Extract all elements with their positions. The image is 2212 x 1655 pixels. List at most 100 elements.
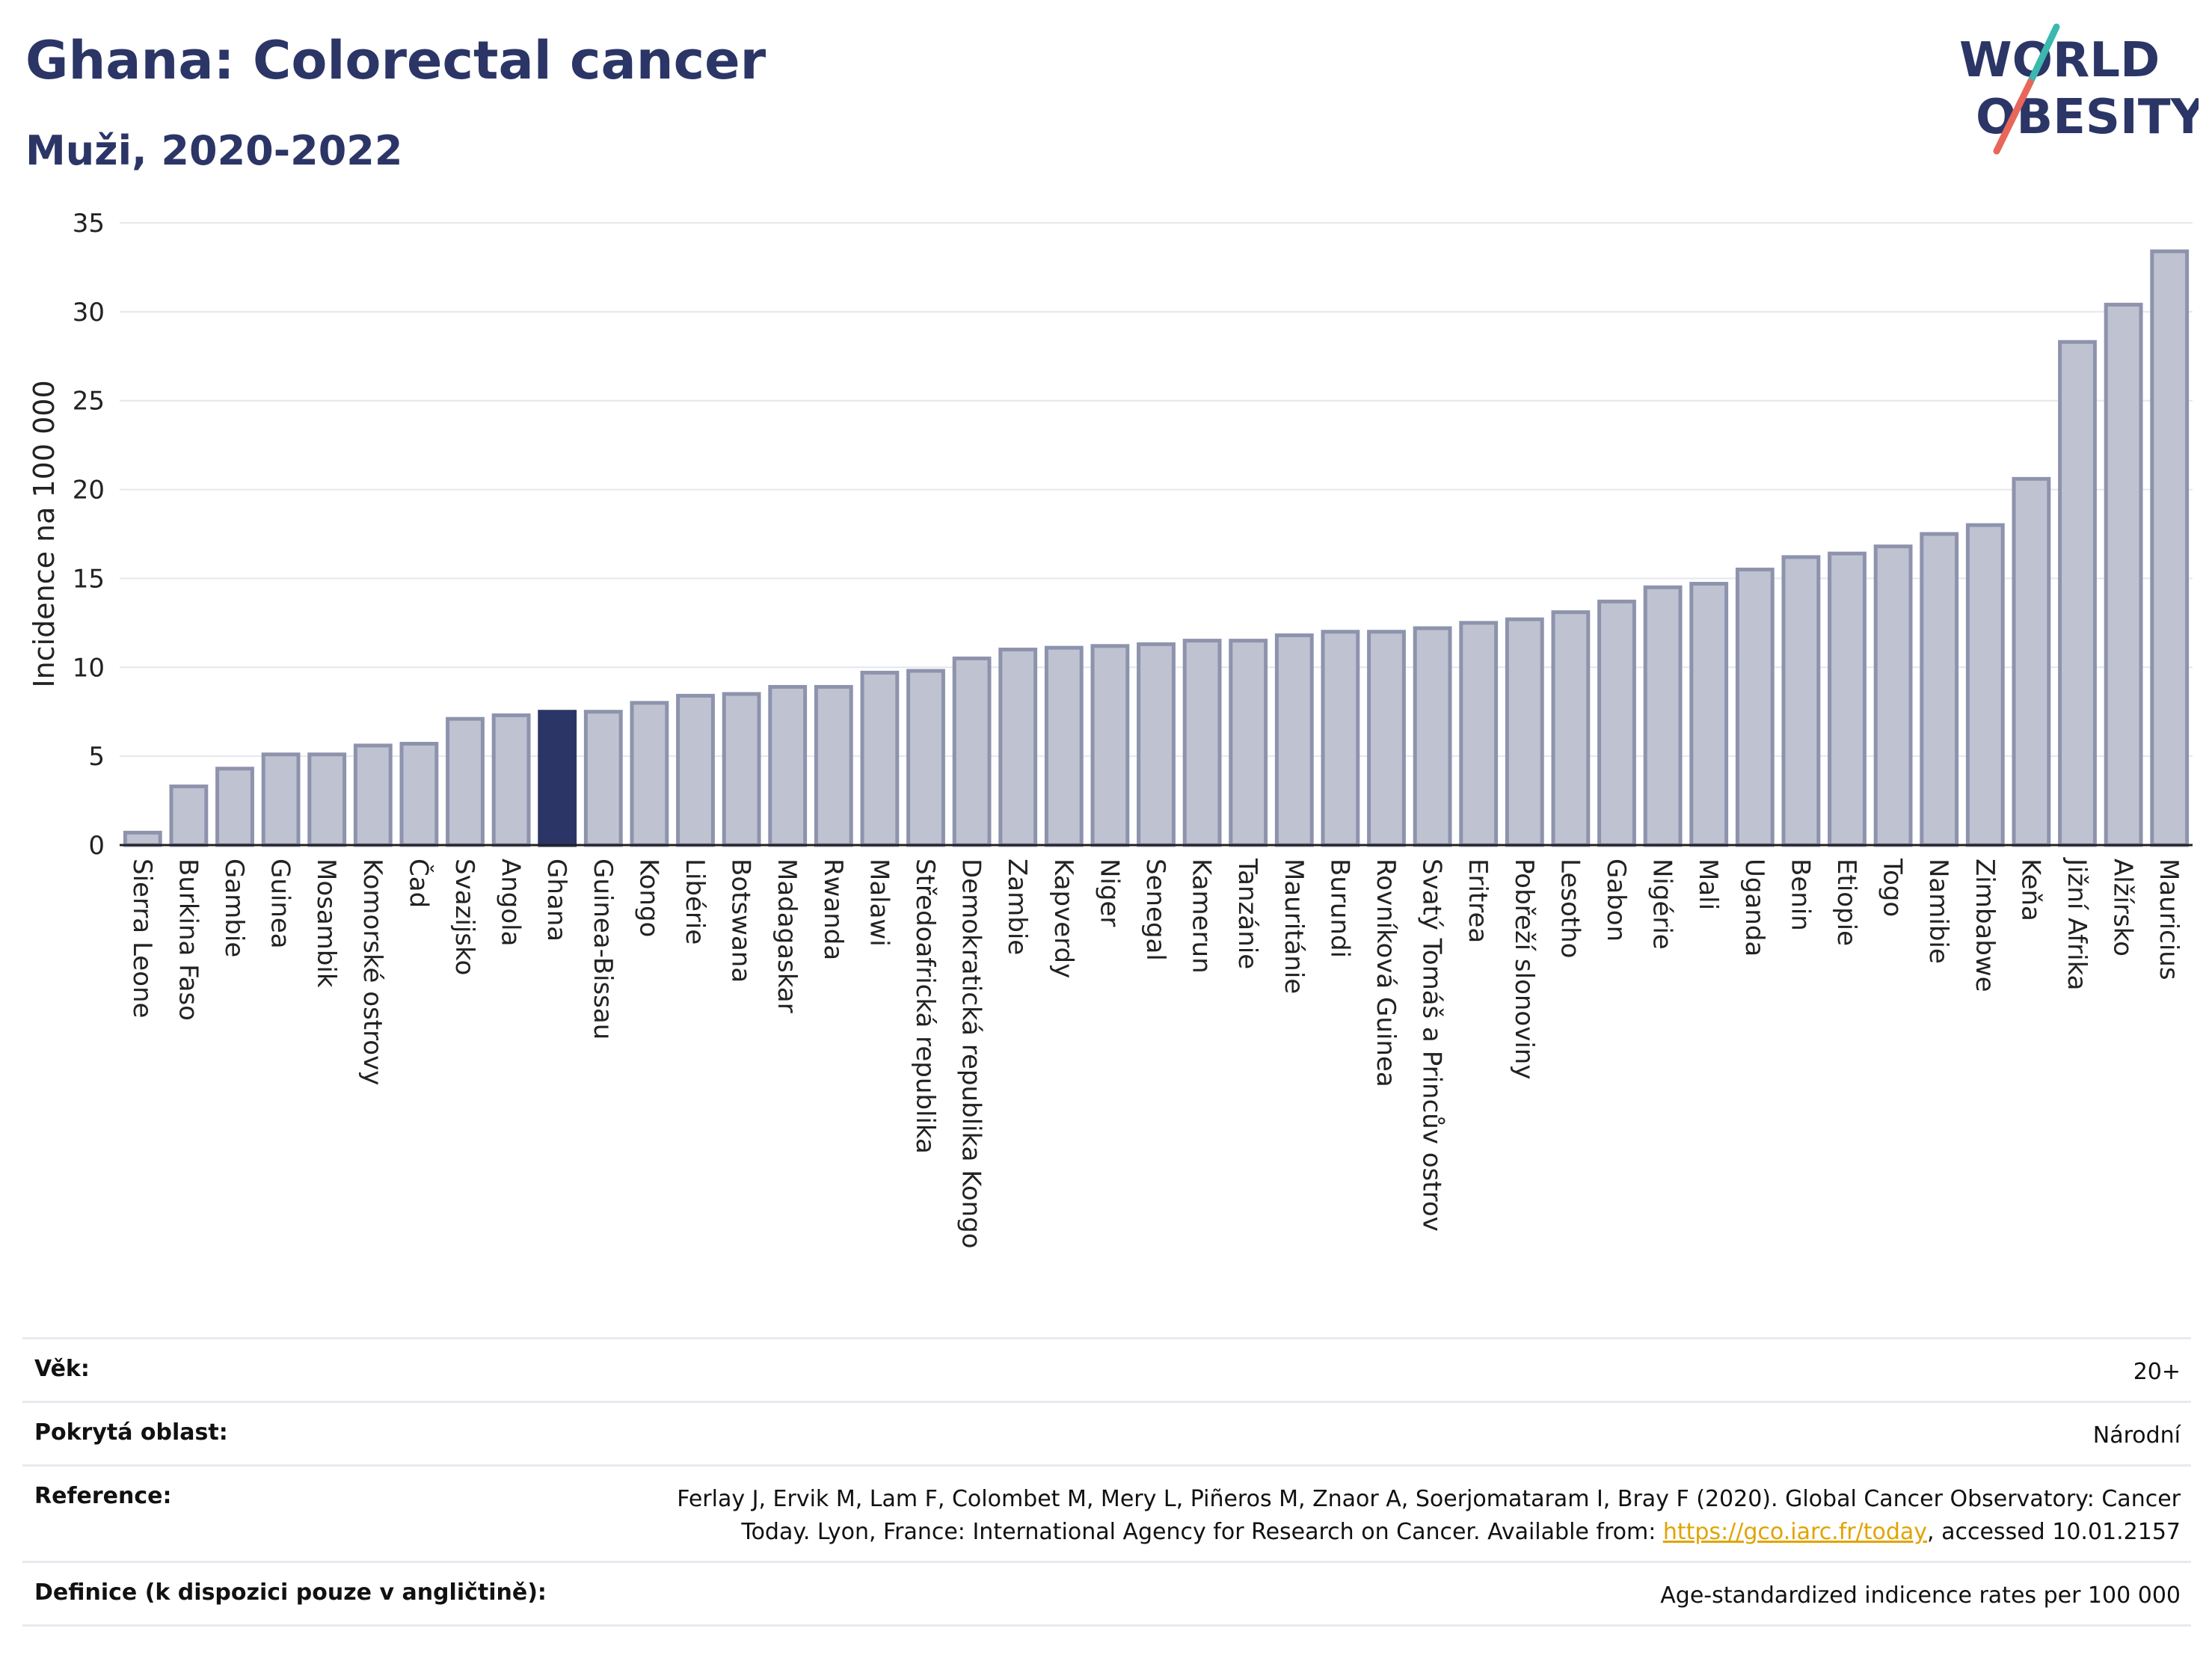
y-tick-label: 20 (73, 476, 105, 506)
info-row-reference: Reference: Ferlay J, Ervik M, Lam F, Col… (22, 1464, 2191, 1561)
info-label-reference: Reference: (34, 1483, 172, 1509)
reference-link[interactable]: https://gco.iarc.fr/today (1662, 1519, 1928, 1545)
x-tick-label: Etiopie (1831, 859, 1861, 946)
bar-etiopie (1828, 551, 1867, 847)
x-tick-label: Alžírsko (2108, 859, 2138, 957)
bar-čad (399, 742, 439, 847)
x-tick-label: Mauricius (2154, 859, 2184, 980)
bar-libérie (676, 693, 715, 847)
logo-line1: WORLD (1959, 33, 2160, 88)
x-tick-label: Burundi (1324, 859, 1354, 958)
x-tick-label: Senegal (1140, 859, 1170, 961)
x-tick-label: Zambie (1002, 859, 1032, 955)
x-tick-label: Tanzánie (1232, 858, 1262, 969)
bar-uganda (1735, 568, 1775, 847)
reference-line2-pre: Today. Lyon, France: International Agenc… (741, 1519, 1663, 1545)
bar-senegal (1137, 642, 1176, 847)
bar-mali (1689, 582, 1729, 847)
bar-gambie (215, 767, 254, 847)
x-tick-label: Rovníková Guinea (1371, 859, 1401, 1087)
x-tick-label: Jižní Afrika (2062, 857, 2092, 991)
x-tick-label: Gambie (219, 859, 249, 957)
bars (123, 249, 2190, 847)
bar-pobřeží-slonoviny (1505, 617, 1544, 847)
y-tick-label: 5 (88, 742, 105, 772)
x-tick-label: Niger (1094, 859, 1124, 927)
info-value-coverage: Národní (2092, 1422, 2181, 1449)
page-title: Ghana: Colorectal cancer (25, 30, 766, 91)
bar-zimbabwe (1965, 523, 2005, 847)
bar-keňa (2012, 476, 2051, 847)
bar-eritrea (1459, 621, 1499, 847)
x-tick-label: Kongo (633, 859, 663, 937)
y-tick-label: 15 (73, 564, 105, 594)
bar-svazijsko (446, 716, 485, 847)
bar-komorské-ostrovy (353, 743, 393, 847)
bar-benin (1781, 555, 1821, 847)
x-tick-label: Gabon (1601, 859, 1631, 942)
bar-středoafrická-republika (906, 669, 945, 847)
page-subtitle: Muži, 2020-2022 (25, 127, 403, 174)
bar-jižní-afrika (2058, 340, 2097, 847)
bar-guinea (261, 752, 301, 847)
bar-burundi (1321, 630, 1360, 847)
x-tick-label: Čad (403, 859, 434, 908)
world-obesity-logo: WORLD OBESITY (1959, 23, 2199, 155)
bar-kapverdy (1044, 645, 1084, 847)
x-tick-label: Botswana (726, 859, 756, 983)
bar-niger (1090, 644, 1130, 847)
bar-sierra-leone (123, 830, 162, 847)
x-tick-label: Kamerun (1187, 859, 1217, 974)
info-label-age: Věk: (34, 1356, 90, 1382)
info-value-age: 20+ (2133, 1359, 2181, 1385)
bar-demokratická-republika-kongo (952, 656, 992, 847)
bar-rovníková-guinea (1367, 630, 1406, 847)
x-tick-label: Uganda (1739, 859, 1769, 957)
bar-alžírsko (2104, 302, 2143, 847)
x-tick-label: Lesotho (1555, 859, 1585, 958)
reference-line2-post: , accessed 10.01.2157 (1927, 1519, 2181, 1545)
bar-zambie (998, 648, 1038, 847)
x-tick-label: Guinea-Bissau (588, 859, 618, 1040)
bar-burkina-faso (169, 784, 209, 847)
x-tick-label: Togo (1878, 858, 1908, 917)
x-tick-label: Pobřeží slonoviny (1509, 859, 1539, 1079)
y-axis-label: Incidence na 100 000 (28, 380, 61, 687)
y-tick-label: 0 (88, 831, 105, 861)
bar-lesotho (1551, 610, 1591, 847)
info-table: Věk: 20+ Pokrytá oblast: Národní Referen… (22, 1337, 2191, 1627)
bar-namibie (1920, 532, 1959, 847)
x-tick-label: Libérie (680, 859, 710, 945)
x-tick-label: Angola (496, 859, 526, 946)
bar-chart: 0 5 10 15 20 25 30 35 Sierra Leone Burkina Faso G… (28, 209, 2193, 1249)
x-tick-label: Namibie (1923, 859, 1953, 964)
x-tick-label: Svatý Tomáš a Princův ostrov (1417, 859, 1447, 1232)
x-tick-label: Ghana (541, 859, 571, 942)
x-tick-label: Sierra Leone (127, 859, 157, 1018)
x-tick-label: Komorské ostrovy (357, 859, 387, 1085)
reference-line1: Ferlay J, Ervik M, Lam F, Colombet M, Me… (677, 1486, 2181, 1512)
info-row-coverage: Pokrytá oblast: Národní (22, 1401, 2191, 1464)
bar-mauritánie (1274, 633, 1314, 847)
bar-tanzánie (1229, 639, 1268, 847)
info-value-definition: Age-standardized indicence rates per 100… (1660, 1582, 2181, 1609)
x-tick-label: Mosambik (311, 859, 341, 988)
x-tick-label: Mauritánie (1279, 859, 1309, 994)
bar-gabon (1597, 599, 1636, 847)
x-tick-label: Malawi (864, 859, 894, 947)
x-tick-label: Guinea (265, 859, 295, 949)
bar-guinea-bissau (583, 710, 623, 847)
info-row-definition: Definice (k dispozici pouze v angličtině… (22, 1561, 2191, 1627)
x-tick-label: Demokratická republika Kongo (956, 859, 986, 1249)
bar-nigérie (1643, 585, 1683, 847)
y-axis-ticks: 0 5 10 15 20 25 30 35 (73, 209, 105, 861)
bar-rwanda (814, 684, 853, 847)
x-tick-label: Středoafrická republika (910, 859, 940, 1154)
bar-malawi (860, 670, 900, 847)
x-tick-label: Kapverdy (1048, 859, 1078, 978)
info-label-coverage: Pokrytá oblast: (34, 1419, 228, 1446)
logo-slash-teal (2027, 23, 2060, 86)
bar-angola (491, 713, 531, 847)
bar-madagaskar (768, 684, 808, 847)
logo-slash-red (1993, 79, 2034, 155)
